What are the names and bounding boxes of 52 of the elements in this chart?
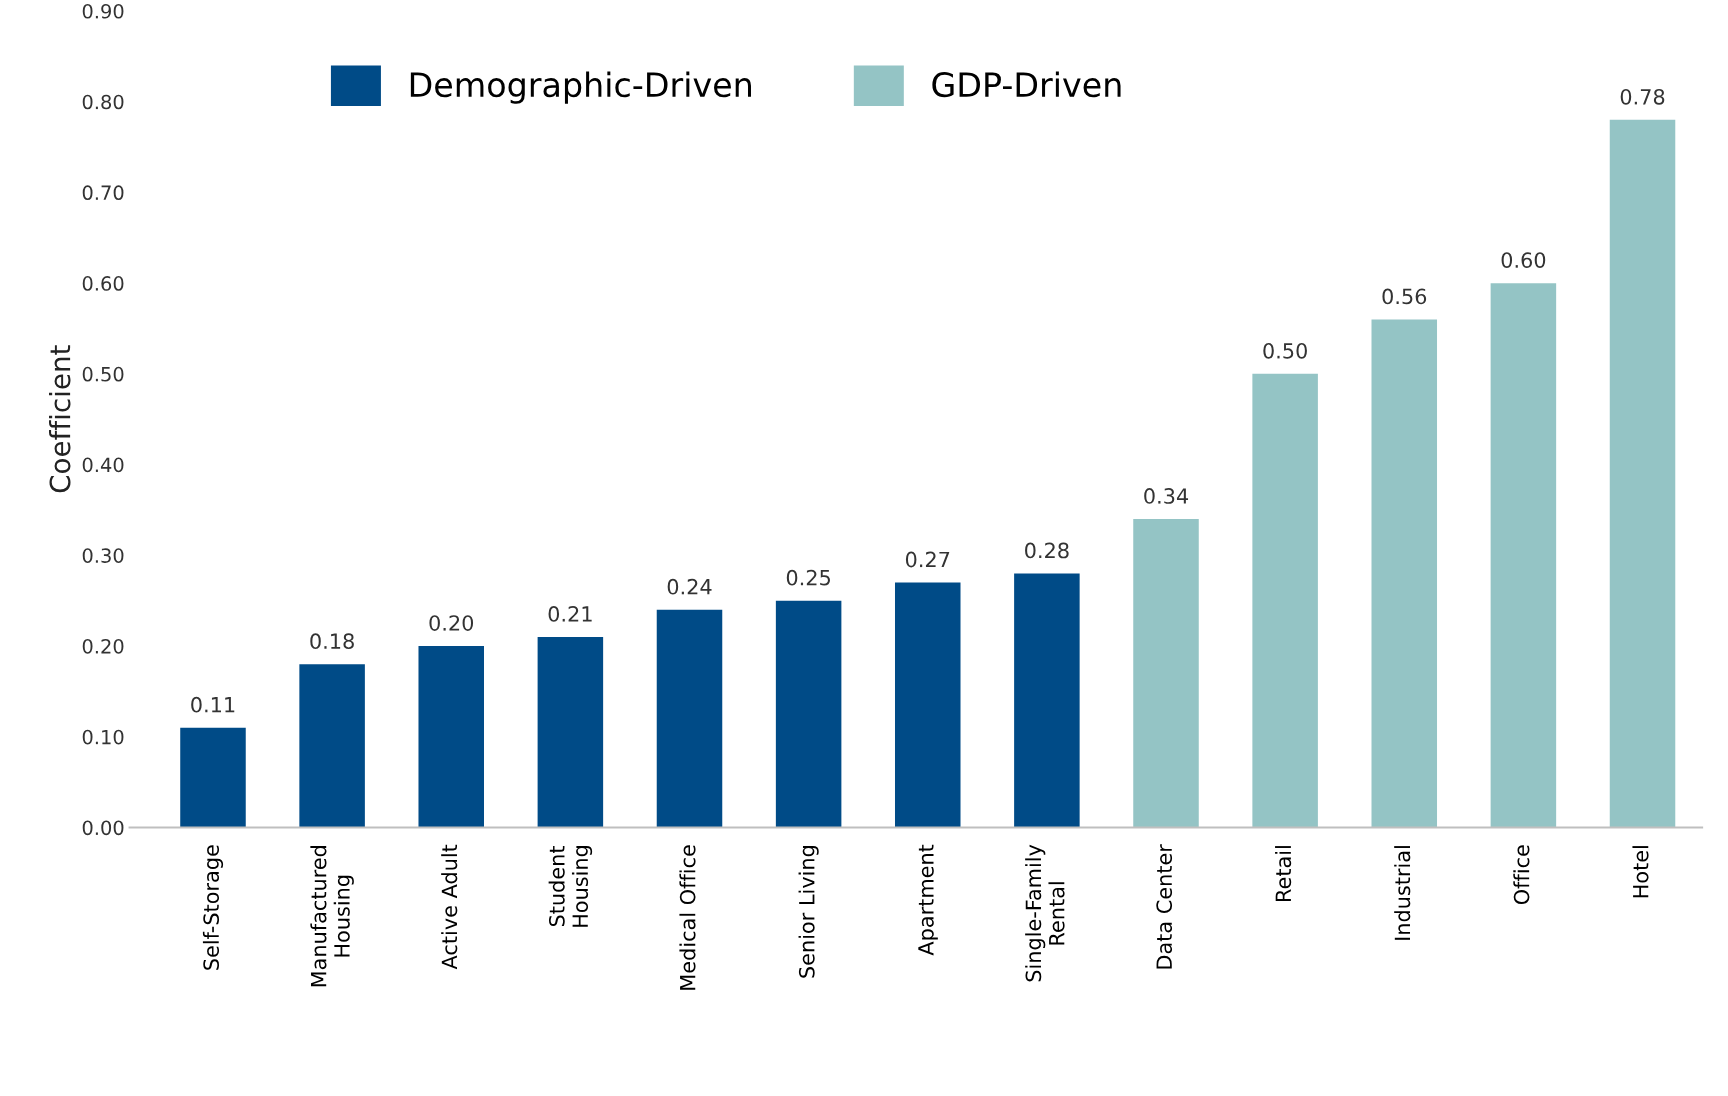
data-label: 0.11 bbox=[191, 696, 235, 713]
y-tick-label: 0.10 bbox=[82, 729, 124, 745]
data-label: 0.21 bbox=[548, 606, 592, 622]
x-tick-label: Self-Storage bbox=[202, 845, 224, 970]
x-tick-label: Manufactured Housing bbox=[310, 846, 354, 987]
x-tick-label: Student Housing bbox=[548, 845, 593, 927]
data-label: 0.27 bbox=[905, 551, 950, 568]
x-tick-label: Medical Office bbox=[679, 845, 696, 990]
bar bbox=[1133, 519, 1199, 828]
x-tick-label: Data Center bbox=[1156, 844, 1173, 969]
y-tick-label: 0.70 bbox=[82, 185, 124, 201]
data-label: 0.18 bbox=[310, 633, 354, 650]
bar bbox=[1014, 573, 1080, 828]
bar bbox=[1252, 373, 1318, 828]
data-label: 0.25 bbox=[786, 569, 830, 586]
legend-label: GDP-Driven bbox=[932, 71, 1121, 98]
bar bbox=[775, 600, 842, 828]
bar bbox=[656, 609, 723, 828]
x-tick-label: Senior Living bbox=[798, 846, 819, 978]
data-label: 0.78 bbox=[1620, 88, 1665, 105]
data-label: 0.28 bbox=[1025, 542, 1069, 559]
x-tick-label: Retail bbox=[1275, 846, 1292, 901]
y-tick-label: 0.20 bbox=[82, 638, 124, 654]
y-tick-label: 0.30 bbox=[82, 548, 124, 563]
y-tick-label: 0.80 bbox=[82, 94, 124, 110]
legend-label: Demographic-Driven bbox=[410, 71, 751, 104]
y-tick-label: 0.60 bbox=[82, 276, 124, 291]
x-tick-label: Active Adult bbox=[441, 844, 458, 970]
bar bbox=[1490, 283, 1557, 828]
x-tick-label: Apartment bbox=[918, 844, 938, 956]
bar bbox=[537, 636, 604, 828]
y-axis-title: Coefficient bbox=[49, 345, 71, 493]
x-tick-label: Office bbox=[1513, 845, 1530, 905]
x-tick-label: Single-Family Rental bbox=[1025, 844, 1065, 982]
x-tick-label: Hotel bbox=[1632, 846, 1649, 898]
data-label: 0.34 bbox=[1144, 488, 1189, 504]
bar bbox=[180, 727, 246, 828]
y-tick-label: 0.50 bbox=[82, 366, 124, 382]
data-label: 0.60 bbox=[1501, 252, 1546, 268]
y-tick-label: 0.00 bbox=[82, 820, 124, 836]
data-label: 0.56 bbox=[1382, 288, 1427, 305]
y-tick-label: 0.40 bbox=[82, 457, 124, 473]
bar bbox=[1371, 319, 1438, 828]
x-tick-label: Industrial bbox=[1394, 846, 1411, 940]
bar bbox=[1609, 119, 1676, 828]
y-tick-label: 0.90 bbox=[82, 3, 124, 19]
data-label: 0.50 bbox=[1263, 342, 1307, 359]
bar bbox=[894, 582, 961, 828]
data-label: 0.24 bbox=[667, 578, 712, 595]
data-label: 0.20 bbox=[429, 615, 474, 631]
bar bbox=[299, 664, 365, 828]
bar bbox=[418, 646, 484, 828]
